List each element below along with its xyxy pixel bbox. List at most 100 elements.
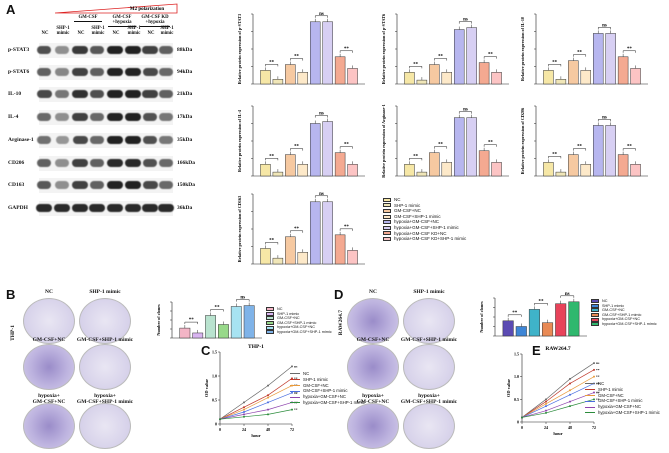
bar — [179, 327, 191, 339]
blot-band — [36, 90, 52, 98]
legend-item: GM-CSF+NC — [266, 316, 332, 321]
blot-band — [125, 46, 141, 54]
polarization-wedge: M2 polarization — [55, 3, 178, 14]
series-point — [243, 408, 245, 411]
legend-swatch — [266, 311, 274, 316]
legend-text: hypoxia+GM-CSF+SHP-1 mimic — [303, 399, 365, 405]
panel-label-a: A — [6, 2, 16, 17]
sig-label: ** — [344, 47, 350, 52]
blot-band — [89, 159, 105, 167]
series-point — [569, 389, 571, 392]
series-point — [545, 405, 547, 408]
legend-item: hypoxia+GM-CSF KD+NC — [383, 231, 466, 237]
series-line — [219, 385, 293, 420]
series-point — [545, 409, 547, 412]
y-axis-label: Relative protein expression of p-STAT6 — [381, 14, 386, 84]
legend-item: GM-CSF+SHP-1 mimic — [591, 313, 657, 318]
bar-chart-a: Relative protein expression of p-STAT3 **… — [237, 12, 365, 85]
sig-label: ns — [240, 296, 245, 301]
bar — [515, 326, 527, 337]
y-axis-label: Relative protein expression of CD206 — [520, 108, 525, 174]
sig-label: ns — [565, 292, 570, 297]
x-tick-label: 48 — [266, 427, 270, 432]
column-header: NC — [147, 31, 155, 36]
sig-bracket — [458, 21, 472, 24]
blot-band — [107, 46, 123, 54]
series-point — [545, 402, 547, 405]
blot-band — [55, 68, 69, 76]
legend-swatch — [383, 203, 391, 208]
series-point — [267, 408, 269, 411]
blot-strip — [36, 156, 174, 171]
line-chart-c: THP-1 0 0.5 1.0 1.5 0 24 48 72 hour OD value ns ** **… — [204, 344, 298, 438]
legend-text: NC — [602, 299, 608, 303]
legend-swatch — [585, 406, 595, 408]
sig-label: ** — [269, 60, 275, 65]
legend-swatch — [585, 389, 595, 391]
sig-label: ** — [294, 227, 300, 232]
sig-bracket — [573, 148, 587, 151]
x-tick-label: 24 — [242, 427, 246, 432]
blot-band — [107, 204, 123, 212]
line-title: THP-1 — [248, 344, 264, 350]
x-axis-label: hour — [553, 431, 562, 436]
sig-bracket — [483, 144, 497, 147]
dish-label: NC — [45, 289, 53, 295]
clone-bar-chart-b: Number of clones ** ** ns — [156, 296, 262, 339]
legend-swatch — [591, 313, 599, 318]
sig-label: ns — [463, 108, 468, 113]
blot-band — [142, 136, 158, 144]
sig-bracket — [507, 314, 522, 317]
blot-strip — [36, 65, 174, 80]
legend-text: hypoxia+GM-CSF+NC — [394, 219, 440, 225]
legend-swatch — [290, 396, 300, 398]
sig-label: ** — [215, 306, 221, 311]
legend-swatch — [591, 308, 599, 313]
y-axis-label: Relative protein expression of IL-10 — [520, 17, 525, 81]
sig-label: ** — [344, 225, 350, 230]
group-underline — [74, 21, 102, 22]
sig-label: ** — [596, 397, 600, 401]
dish-label: NC — [369, 289, 377, 295]
blot-band — [55, 181, 69, 189]
legend-swatch — [383, 214, 391, 219]
sig-bracket — [339, 50, 353, 53]
legend-swatch — [383, 220, 391, 225]
bar-chart-a: Relative protein expression of p-STAT6 **… — [381, 13, 509, 85]
sig-label: ** — [189, 318, 195, 323]
y-tick-label: 1.5 — [212, 350, 217, 355]
legend-item: hypoxia+GM-CSF+SHP-1 mimic — [591, 322, 657, 327]
sig-bracket — [434, 58, 448, 61]
sig-bracket — [409, 66, 423, 69]
legend-text: SHP-1 mimic — [303, 376, 329, 382]
y-axis-label: Number of clones — [479, 301, 484, 333]
y-axis-label: OD value — [506, 379, 511, 397]
legend-item: SHP-1 mimic — [290, 377, 365, 383]
y-tick-label: 0 — [517, 420, 519, 425]
blot-band — [158, 181, 174, 189]
series-point — [267, 396, 269, 399]
sig-label: ** — [294, 55, 300, 60]
group-header: GM-CSF +hypoxia — [112, 15, 132, 25]
blot-band — [72, 90, 88, 98]
blot-band — [158, 159, 174, 167]
legend-item: hypoxia+GM-CSF+NC — [591, 317, 657, 322]
clone-dish — [23, 298, 75, 344]
series-line — [521, 398, 595, 418]
bar-chart-a: Relative protein expression of Arginase-… — [381, 104, 509, 178]
sig-label: ## — [596, 381, 600, 385]
blot-band — [55, 113, 69, 121]
blot-band — [142, 90, 158, 98]
legend-item: hypoxia+GM-CSF+SHP-1 mimic — [266, 330, 332, 335]
column-header: SHP-1 mimic — [127, 26, 141, 36]
sig-label: ** — [488, 53, 494, 58]
series-point — [243, 401, 245, 404]
blot-band — [72, 113, 88, 121]
bar-charts-a: Relative protein expression of p-STAT3 **… — [237, 12, 648, 265]
blot-band — [89, 136, 105, 144]
column-header: SHP-1 mimic — [91, 26, 105, 36]
bar — [230, 306, 242, 339]
blot-band — [142, 159, 158, 167]
clone-dish — [23, 344, 75, 390]
legend-text: GM-CSF+SHP-1 mimic — [303, 388, 348, 394]
